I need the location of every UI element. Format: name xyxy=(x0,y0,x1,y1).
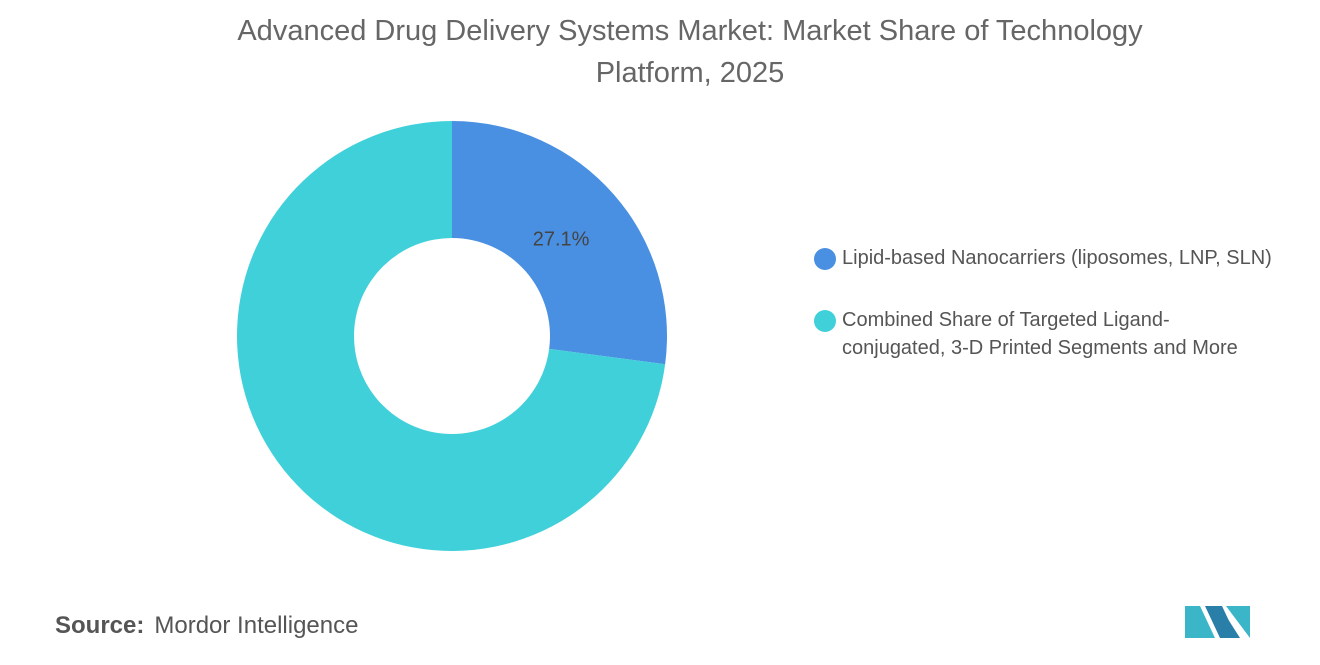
donut-slice xyxy=(237,121,666,552)
data-label: 27.1% xyxy=(533,229,590,251)
source-text: Mordor Intelligence xyxy=(154,612,359,639)
logo xyxy=(1185,606,1250,638)
source: Source: Mordor Intelligence xyxy=(55,612,358,640)
legend-label: Lipid-based Nanocarriers (liposomes, LNP… xyxy=(842,247,1272,269)
donut-slice xyxy=(452,121,668,365)
legend-label: Combined Share of Targeted Ligand-conjug… xyxy=(842,309,1238,359)
chart-title: Advanced Drug Delivery Systems Market: M… xyxy=(237,15,1143,89)
source-label: Source: xyxy=(55,612,145,639)
legend-marker xyxy=(814,310,836,332)
legend-marker xyxy=(814,248,836,270)
